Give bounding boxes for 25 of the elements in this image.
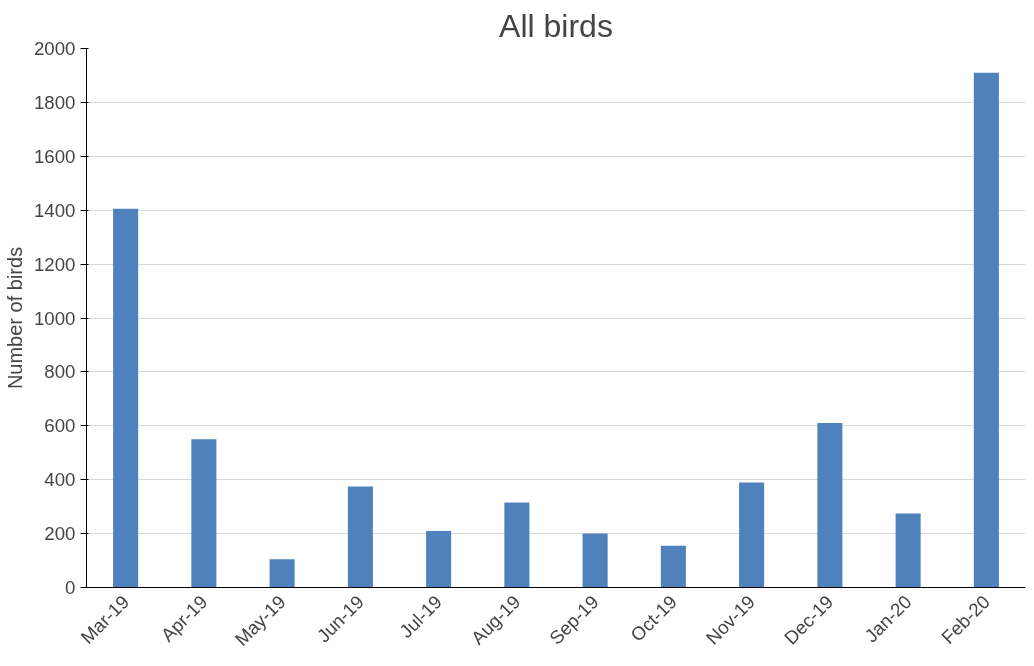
y-tick-label: 800	[44, 361, 76, 383]
y-tick-label: 1200	[34, 253, 76, 275]
bar	[660, 545, 686, 588]
bar	[113, 208, 139, 588]
y-tick-label: 1600	[34, 145, 76, 167]
bar	[817, 423, 843, 588]
bar	[426, 530, 452, 588]
y-tick-label: 0	[65, 577, 76, 598]
bar	[739, 482, 765, 588]
y-tick-label: 1400	[34, 199, 76, 221]
y-tick-label: 2000	[34, 38, 76, 59]
y-tick-label: 1800	[34, 91, 76, 113]
y-tick-label: 200	[44, 523, 76, 545]
bar	[191, 439, 217, 588]
chart-title: All birds	[499, 7, 613, 44]
y-tick-label: 600	[44, 415, 76, 437]
y-tick-label: 400	[44, 469, 76, 491]
bar	[895, 513, 921, 588]
bar	[504, 502, 530, 588]
bar	[582, 533, 608, 588]
y-tick-label: 1000	[34, 307, 76, 329]
bar	[347, 486, 373, 588]
y-axis-title: Number of birds	[4, 246, 26, 390]
bar	[973, 72, 999, 588]
bar	[269, 559, 295, 588]
